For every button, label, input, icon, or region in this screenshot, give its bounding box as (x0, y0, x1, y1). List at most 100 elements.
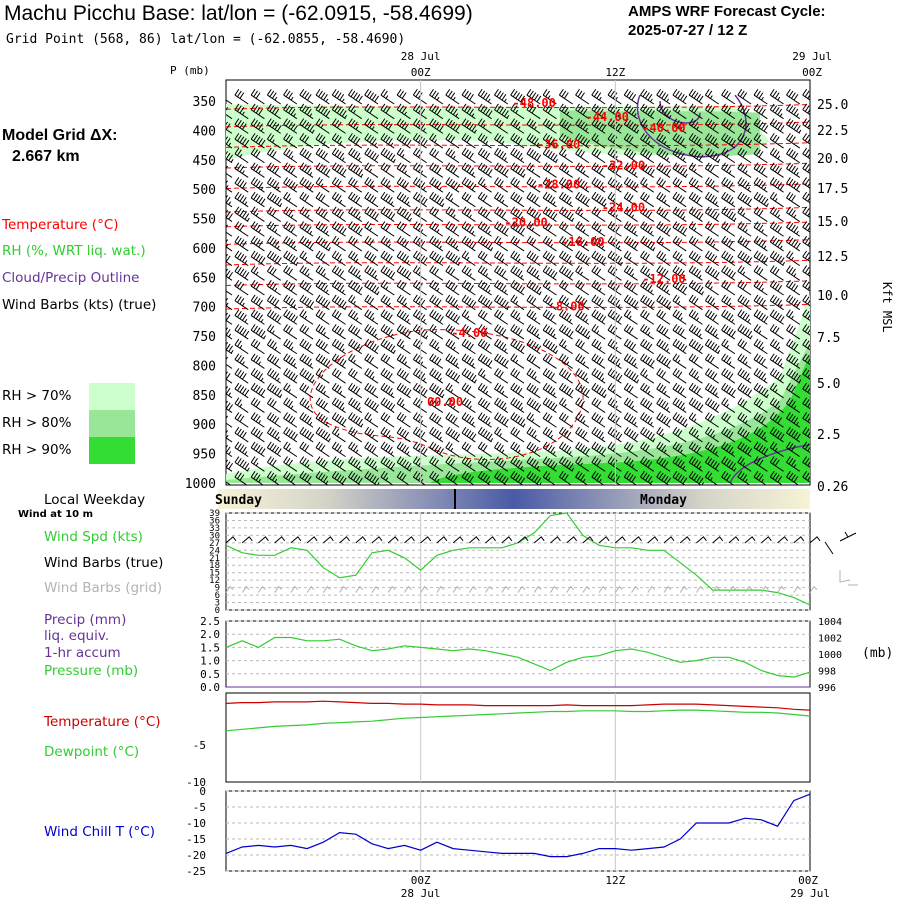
wind-barb-half-feather (766, 203, 769, 207)
wind-barb-feather (412, 162, 418, 169)
wind-barb-feather (696, 94, 701, 101)
wind-barb (802, 191, 810, 204)
wind-barb (226, 209, 233, 222)
wind-barb-feather (647, 94, 653, 101)
wind-barb-feather (241, 240, 247, 248)
wind-barb-shaft (413, 212, 427, 222)
wind-barb-feather (283, 191, 288, 199)
wind-barb-feather (675, 149, 680, 156)
wind-barb-feather (623, 206, 629, 213)
wind-barb-feather (591, 162, 597, 169)
wind-barb-feather (626, 296, 632, 303)
wind-barb-feather (496, 296, 502, 303)
wind-barb-feather (672, 118, 678, 125)
wind-barb-half-feather (598, 96, 602, 101)
wind-barb-feather (331, 147, 337, 155)
wind-barb-half-feather (682, 216, 686, 220)
wind-barb-feather (283, 133, 288, 140)
wind-barb-feather (334, 266, 340, 274)
wind-barb-shaft (267, 182, 281, 193)
wind-barb-feather (396, 294, 402, 302)
wind-barb-feather (679, 94, 685, 101)
wind-barb (315, 250, 330, 267)
wind-barb-feather (353, 239, 358, 246)
wind-barb-feather (607, 162, 613, 169)
wind-barb (283, 221, 298, 237)
wind-barb-feather (802, 162, 808, 169)
wind-barb-feather (401, 268, 407, 276)
wind-barb-feather (380, 133, 386, 140)
wind-barb-feather (315, 221, 321, 228)
wind-barb-feather (336, 165, 342, 173)
wind-barb (623, 118, 640, 134)
wind-barb-feather (561, 237, 567, 244)
wind-barb-feather (610, 149, 615, 156)
wind-barb-feather (420, 182, 426, 189)
wind-barb-feather (737, 279, 743, 287)
wind-barb-feather (610, 237, 615, 244)
wind-barb (315, 221, 330, 237)
wind-barb-half-feather (409, 217, 412, 222)
wind-barb-feather (531, 121, 537, 129)
wind-barb-half-feather (782, 261, 786, 266)
wind-barb-feather (504, 301, 509, 308)
wind-barb-feather (675, 164, 680, 171)
wind-barb (234, 162, 249, 178)
wind-barb-feather (258, 240, 263, 248)
wind-barb (721, 118, 736, 134)
wind-barb-feather (566, 255, 572, 262)
wind-barb-feather (364, 250, 370, 257)
wind-barb (315, 294, 331, 311)
wind-barb-feather (383, 237, 388, 244)
wind-barb-feather (691, 90, 696, 98)
wind-barb (526, 250, 541, 267)
rh90-label: RH > 90% (2, 442, 72, 458)
wind-barb (494, 235, 509, 252)
wind-barb-feather (610, 208, 615, 215)
wind-barb-feather (239, 283, 245, 290)
wind-barb-half-feather (309, 230, 313, 235)
wind-barb-feather (739, 252, 745, 259)
wind-barb-feather (396, 265, 402, 272)
wind-barb-feather (688, 133, 694, 140)
wind-barb (299, 250, 314, 267)
wind-barb-feather (607, 265, 613, 272)
wind-barb-feather (707, 120, 713, 127)
wind-barb-feather (742, 239, 748, 246)
wind-barb-feather (401, 92, 407, 99)
wind-barb (364, 177, 379, 193)
wind-barb-feather (631, 123, 637, 130)
wind-barb (396, 265, 412, 281)
wind-barb-feather (415, 296, 421, 303)
wind-barb (429, 235, 444, 252)
wind-barb-feather (350, 266, 356, 274)
wind-barb-shaft (348, 270, 363, 281)
wind-barb-feather (501, 226, 507, 233)
wind-barb (558, 162, 573, 178)
wind-barb-half-feather (650, 289, 653, 294)
wind-barb (575, 191, 590, 208)
wind-barb-shaft (494, 168, 509, 178)
wind-barb-feather (550, 123, 555, 130)
wind-barb-feather (596, 121, 602, 129)
wind-barb-feather (656, 250, 662, 257)
wind-barb-feather (721, 162, 726, 169)
wind-barb (737, 265, 752, 281)
wind-barb (721, 279, 736, 296)
wind-barb-shaft (494, 94, 509, 105)
wind-barb-feather (793, 167, 799, 174)
wind-barb-feather (786, 133, 791, 140)
wind-barb-feather (645, 253, 650, 261)
wind-barb-feather (723, 178, 729, 186)
wind-barb-feather (709, 151, 715, 158)
wind-barb-feather (285, 178, 291, 186)
wind-barb-feather (558, 177, 564, 184)
wind-barb-feather (721, 177, 726, 184)
wind-barb-feather (276, 125, 282, 132)
wind-barb-feather (645, 224, 650, 231)
wind-barb-feather (380, 147, 386, 155)
wind-barb (526, 206, 542, 222)
wind-barb-feather (542, 162, 548, 169)
wind-barb-shaft (591, 138, 606, 149)
wind-barb-feather (336, 209, 342, 217)
